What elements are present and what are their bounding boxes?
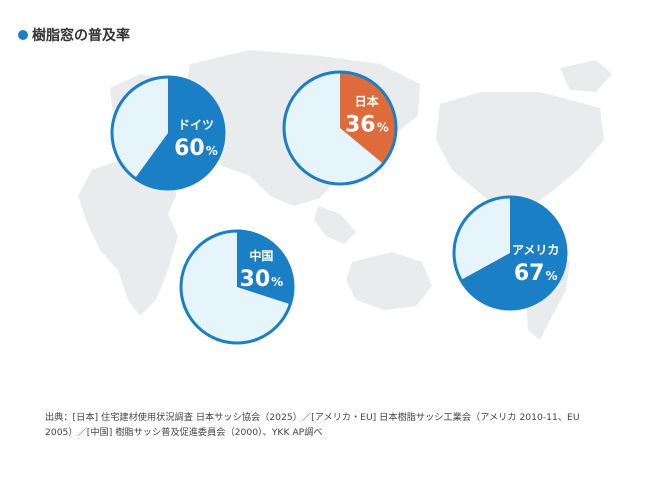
source-line-1: 出典：[日本] 住宅建材使用状況調査 日本サッシ協会（2025）／[アメリカ・E… — [45, 412, 580, 423]
pie-1-slice — [135, 77, 225, 190]
pie-4-label: アメリカ — [512, 243, 559, 257]
pie-charts: ドイツ 60% 日本 36% 中国 30% アメリカ 67% — [110, 70, 568, 345]
map-landmass-north-america — [436, 92, 604, 214]
source-note: 出典：[日本] 住宅建材使用状況調査 日本サッシ協会（2025）／[アメリカ・E… — [45, 410, 625, 440]
pie-4: アメリカ 67% — [452, 195, 568, 311]
pie-2-ring — [282, 70, 398, 186]
pie-4-ring — [452, 195, 568, 311]
pie-4-value: 67% — [514, 261, 558, 286]
pie-1-label: ドイツ — [178, 118, 214, 132]
pie-3-label: 中国 — [249, 248, 273, 263]
map-landmass-southeast-asia — [314, 206, 356, 244]
pie-1-value: 60% — [174, 136, 218, 161]
pie-1: ドイツ 60% — [110, 75, 226, 191]
pie-1-ring — [110, 75, 226, 191]
chart-title: 樹脂窓の普及率 — [18, 25, 130, 45]
source-line-2: 2005）／[中国] 樹脂サッシ普及促進委員会（2000）、YKK AP調べ — [45, 427, 323, 438]
map-landmass-africa — [78, 160, 178, 316]
pie-3-slice — [237, 231, 293, 305]
map-landmass-greenland — [560, 60, 612, 92]
pie-2-slice — [340, 72, 396, 164]
pie-2-value: 36% — [345, 112, 389, 137]
pie-3: 中国 30% — [179, 229, 295, 345]
chart-title-text: 樹脂窓の普及率 — [32, 28, 130, 44]
pie-2-label: 日本 — [355, 93, 379, 108]
pie-3-ring — [179, 229, 295, 345]
map-landmass-australia — [346, 252, 432, 310]
title-bullet-icon — [18, 30, 28, 40]
pie-2: 日本 36% — [282, 70, 398, 186]
pie-chart-map: ドイツ 60% 日本 36% 中国 30% アメリカ 67% — [78, 50, 612, 345]
pie-3-value: 30% — [240, 267, 284, 292]
pie-4-slice — [460, 197, 567, 309]
